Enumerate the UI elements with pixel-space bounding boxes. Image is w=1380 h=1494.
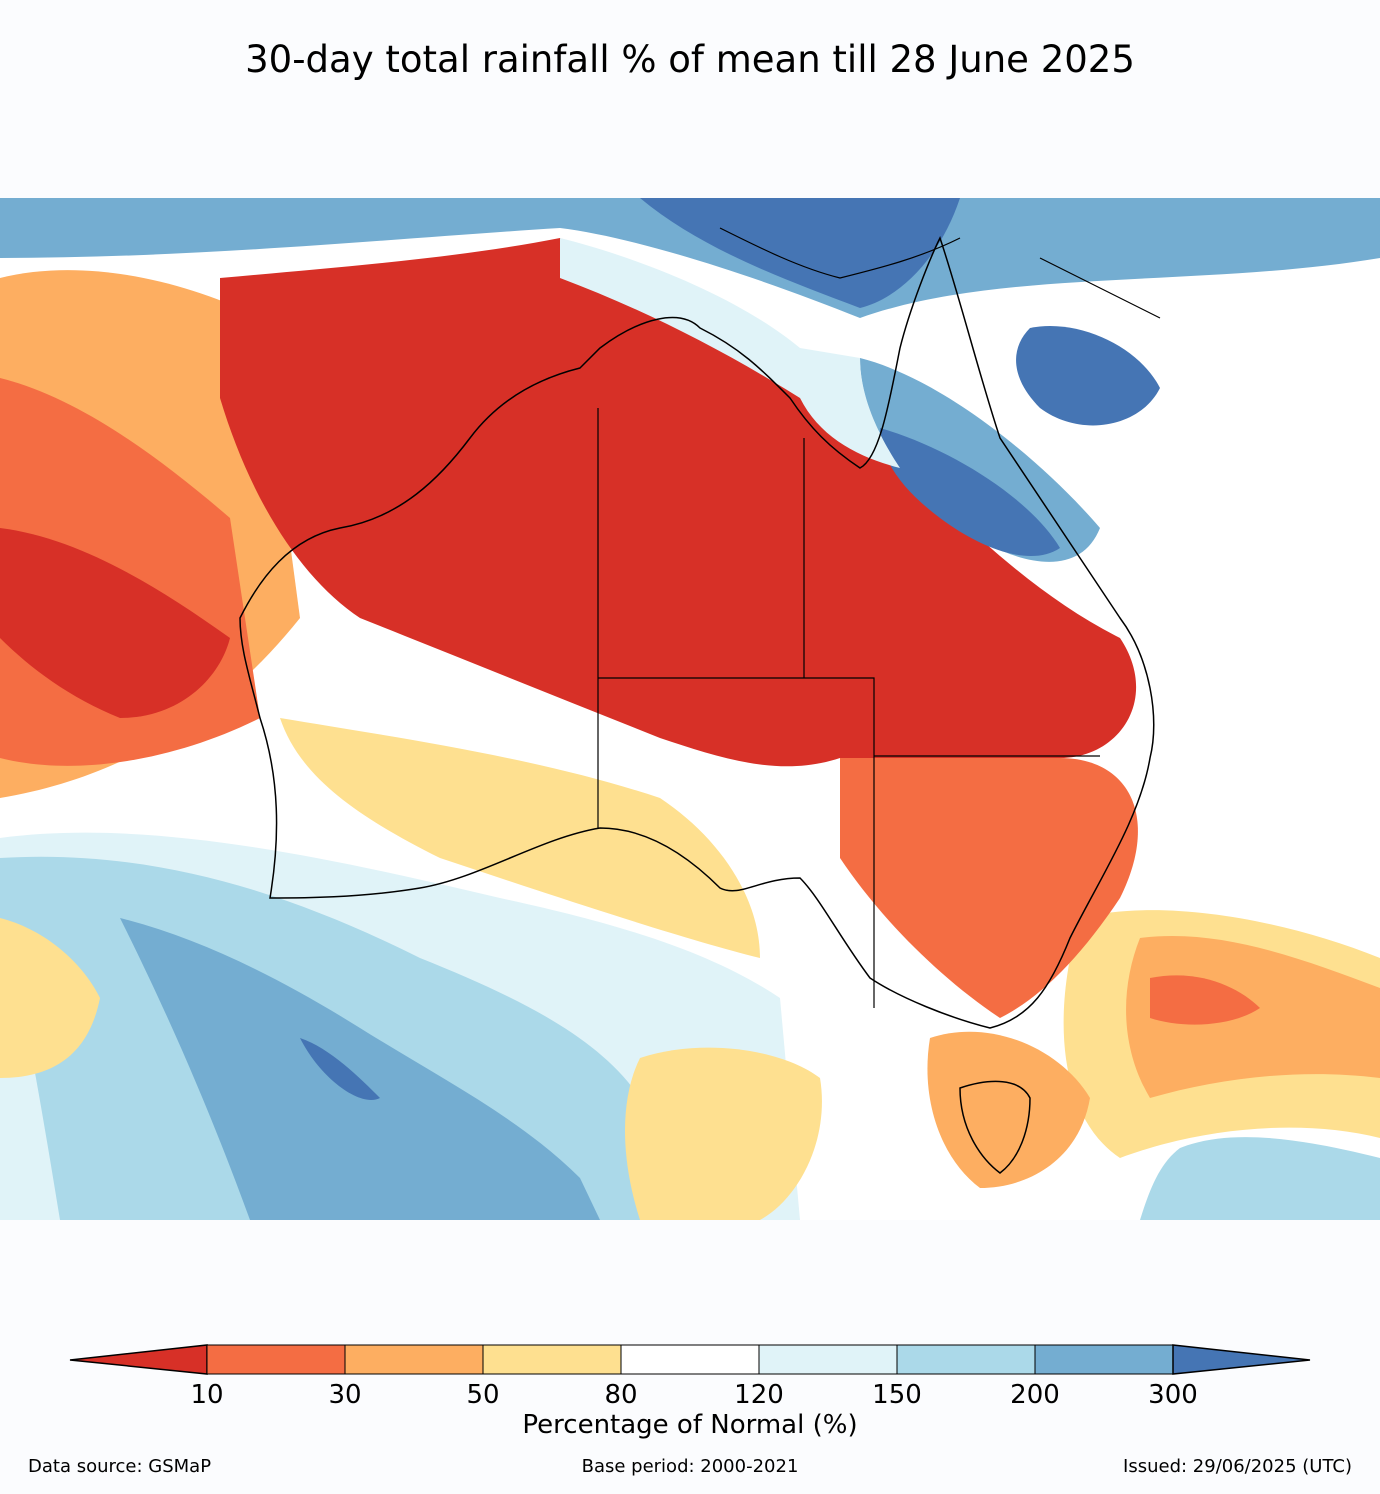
map-title: 30-day total rainfall % of mean till 28 … bbox=[245, 38, 1135, 81]
southeast-ocean-wet bbox=[1140, 1137, 1380, 1220]
coral-sea-wet bbox=[860, 358, 1100, 562]
colorbar-tick: 150 bbox=[872, 1380, 922, 1410]
rainfall-map bbox=[0, 198, 1380, 1220]
southern-ocean-more-wet bbox=[120, 918, 600, 1220]
colorbar-bin-30-50 bbox=[344, 1344, 484, 1375]
colorbar-tick: 30 bbox=[328, 1380, 362, 1410]
colorbar-bin-150-200 bbox=[896, 1344, 1036, 1375]
base-period: Base period: 2000-2021 bbox=[581, 1456, 799, 1477]
coral-sea-very-wet bbox=[880, 428, 1060, 557]
southern-ocean-dry-patch bbox=[625, 1047, 822, 1220]
colorbar-bin-50-80 bbox=[482, 1344, 622, 1375]
colorbar-bin-120-150 bbox=[758, 1344, 898, 1375]
issued-date: Issued: 29/06/2025 (UTC) bbox=[1123, 1456, 1352, 1477]
colorbar bbox=[0, 1330, 1380, 1440]
png-coast bbox=[719, 227, 1161, 319]
coral-sea-east-very-wet bbox=[1016, 326, 1160, 426]
colorbar-tick: 50 bbox=[466, 1380, 500, 1410]
colorbar-tick: 80 bbox=[604, 1380, 638, 1410]
colorbar-bin-10-30 bbox=[206, 1344, 346, 1375]
north-ocean-very-wet bbox=[640, 198, 960, 308]
south-central-below bbox=[280, 718, 760, 958]
colorbar-extend-high bbox=[1172, 1344, 1311, 1375]
north-ocean-wet bbox=[0, 198, 1380, 318]
colorbar-tick: 300 bbox=[1148, 1380, 1198, 1410]
data-source: Data source: GSMaP bbox=[28, 1456, 212, 1477]
inland-very-dry bbox=[220, 238, 1137, 767]
colorbar-bin-200-300 bbox=[1034, 1344, 1174, 1375]
north-coast-light-wet bbox=[560, 238, 900, 468]
colorbar-label: Percentage of Normal (%) bbox=[522, 1410, 858, 1440]
tasman-sea-driest bbox=[1150, 975, 1260, 1025]
southern-ocean-very-wet bbox=[300, 1038, 380, 1100]
colorbar-tick: 120 bbox=[734, 1380, 784, 1410]
colorbar-tick: 200 bbox=[1010, 1380, 1060, 1410]
colorbar-extend-low bbox=[69, 1344, 208, 1375]
state-borders bbox=[597, 408, 1100, 1008]
coastline bbox=[239, 236, 1155, 1029]
colorbar-bin-80-120 bbox=[620, 1344, 760, 1375]
tasmania-outline bbox=[959, 1080, 1031, 1174]
tasmania-surround-dry bbox=[927, 1031, 1090, 1188]
sw-ocean-dry bbox=[0, 918, 100, 1078]
colorbar-tick: 10 bbox=[190, 1380, 224, 1410]
west-ocean-driest bbox=[0, 528, 230, 718]
